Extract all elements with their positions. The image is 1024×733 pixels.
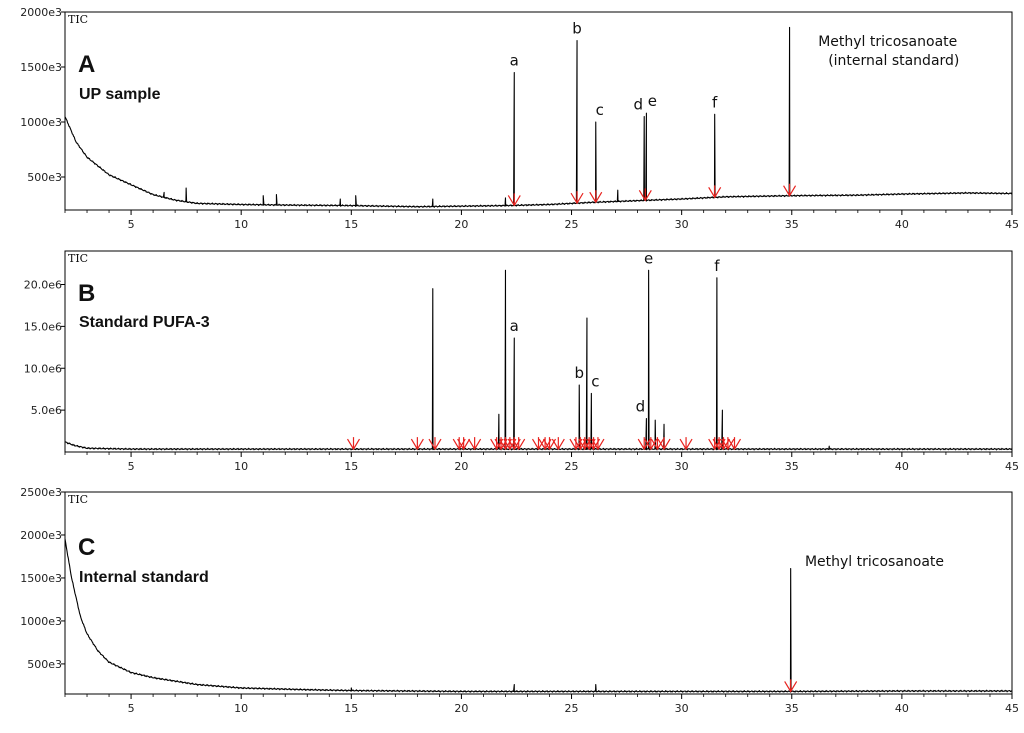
integration-marker <box>638 188 652 202</box>
x-tick-label: 45 <box>1005 218 1019 231</box>
integration-marker <box>457 437 471 451</box>
trace-label: TIC <box>68 493 88 506</box>
panel-letter: B <box>78 280 95 307</box>
y-tick-label: 500e3 <box>27 658 62 671</box>
x-tick-label: 30 <box>675 702 689 715</box>
x-tick-label: 40 <box>895 460 909 473</box>
panel-letter: A <box>78 51 95 78</box>
x-tick-label: 25 <box>565 218 579 231</box>
panel-letter: C <box>78 534 95 561</box>
chart-panel-b: 5 10 15 20 25 30 35 40 45 5.0e6 10.0e6 15.0e6 20.0e6… <box>24 249 1019 473</box>
x-tick-label: 20 <box>454 218 468 231</box>
x-tick-label: 15 <box>344 702 358 715</box>
integration-marker <box>589 190 603 204</box>
y-tick-label: 1000e3 <box>20 615 62 628</box>
integration-marker <box>657 437 671 451</box>
panel-label: UP sample <box>79 86 161 103</box>
integration-marker <box>650 437 664 451</box>
panel-label: Internal standard <box>79 569 209 586</box>
y-tick-label: 2000e3 <box>20 6 62 19</box>
x-tick-label: 10 <box>234 702 248 715</box>
x-tick-label: 30 <box>675 218 689 231</box>
peak-label-e: e <box>648 92 657 110</box>
integration-marker <box>783 183 797 197</box>
y-tick-label: 500e3 <box>27 171 62 184</box>
x-tick-label: 35 <box>785 460 799 473</box>
x-tick-label: 25 <box>565 702 579 715</box>
integration-marker <box>428 437 442 451</box>
plot-frame <box>64 250 1013 453</box>
y-tick-label: 1000e3 <box>20 116 62 129</box>
y-tick-label: 20.0e6 <box>24 279 62 292</box>
trace-label: TIC <box>68 13 88 26</box>
x-tick-label: 10 <box>234 460 248 473</box>
x-tick-label: 20 <box>454 460 468 473</box>
peak-label-a: a <box>510 317 519 335</box>
integration-marker <box>570 191 584 205</box>
y-tick-label: 5.0e6 <box>31 404 62 417</box>
tic-trace <box>65 269 1013 451</box>
x-tick-label: 10 <box>234 218 248 231</box>
y-tick-label: 1500e3 <box>20 61 62 74</box>
integration-marker <box>637 437 651 451</box>
y-tick-label: 2000e3 <box>20 529 62 542</box>
x-tick-label: 5 <box>128 460 135 473</box>
chart-panel-a: 5 10 15 20 25 30 35 40 45 500e3 1000e3 1500e3 2000e3… <box>20 6 1019 231</box>
x-tick-label: 40 <box>895 218 909 231</box>
x-tick-label: 30 <box>675 460 689 473</box>
x-tick-label: 35 <box>785 218 799 231</box>
x-tick-label: 45 <box>1005 460 1019 473</box>
integration-marker <box>708 185 722 199</box>
peak-label-e: e <box>644 249 653 267</box>
annotation-line2: (internal standard) <box>828 53 959 69</box>
y-tick-label: 10.0e6 <box>24 362 62 375</box>
integration-marker <box>542 437 557 451</box>
integration-marker <box>727 437 742 451</box>
peak-label-b: b <box>572 20 582 38</box>
x-tick-label: 5 <box>128 218 135 231</box>
annotation-line1: Methyl tricosanoate <box>818 34 957 50</box>
x-tick-label: 15 <box>344 460 358 473</box>
panel-label: Standard PUFA-3 <box>79 314 210 331</box>
peak-label-b: b <box>574 364 584 382</box>
integration-marker <box>512 437 526 451</box>
tic-trace <box>64 538 1013 693</box>
plot-frame <box>64 491 1013 695</box>
peak-label-c: c <box>596 101 604 119</box>
x-tick-label: 35 <box>785 702 799 715</box>
integration-marker <box>551 437 565 451</box>
integration-marker <box>644 437 658 451</box>
x-tick-label: 20 <box>454 702 468 715</box>
peak-label-d: d <box>636 398 646 416</box>
integration-marker <box>468 437 482 451</box>
x-tick-label: 40 <box>895 702 909 715</box>
integration-marker <box>410 437 424 451</box>
integration-marker <box>531 437 546 451</box>
integration-marker <box>591 437 605 451</box>
peak-label-d: d <box>633 96 643 114</box>
plot-frame <box>64 11 1013 211</box>
peak-label-f: f <box>712 93 718 111</box>
peak-label-c: c <box>591 372 599 390</box>
y-tick-label: 15.0e6 <box>24 320 62 333</box>
integration-marker <box>721 437 735 451</box>
x-tick-label: 15 <box>344 218 358 231</box>
annotation-line1: Methyl tricosanoate <box>805 554 944 570</box>
x-tick-label: 45 <box>1005 702 1019 715</box>
peak-label-f: f <box>714 257 720 275</box>
y-tick-label: 1500e3 <box>20 572 62 585</box>
peak-label-a: a <box>510 52 519 70</box>
integration-marker <box>507 193 521 207</box>
integration-marker <box>784 679 798 693</box>
x-tick-label: 5 <box>128 702 135 715</box>
y-tick-label: 2500e3 <box>20 486 62 499</box>
integration-marker <box>679 437 693 451</box>
x-tick-label: 25 <box>565 460 579 473</box>
trace-label: TIC <box>68 252 88 265</box>
integration-marker <box>346 437 361 451</box>
tic-trace <box>64 26 1013 209</box>
chart-panel-c: 5 10 15 20 25 30 35 40 45 500e3 1000e3 1500e3 2000e3… <box>20 486 1019 715</box>
